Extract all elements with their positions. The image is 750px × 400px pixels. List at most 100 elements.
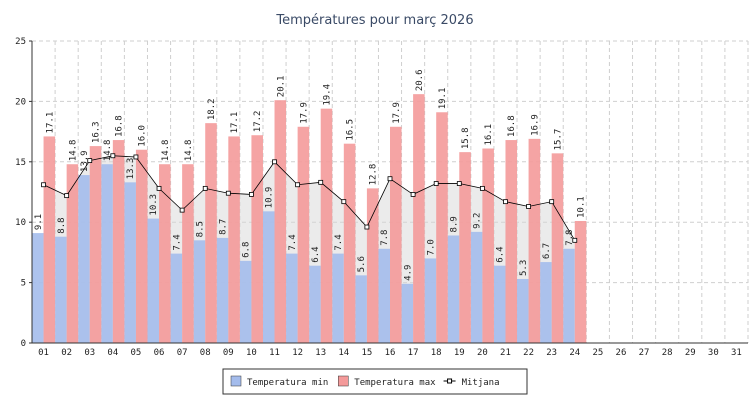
legend-swatch: [230, 375, 242, 387]
average-line: [43, 155, 576, 241]
value-label: 10.1: [577, 196, 587, 218]
bar: [309, 265, 321, 343]
bar: [251, 135, 263, 343]
bar: [459, 152, 471, 343]
x-tick-label: 14: [338, 348, 349, 358]
bar: [447, 235, 460, 343]
bar: [286, 253, 298, 343]
x-tick-label: 27: [639, 348, 650, 358]
bar: [470, 231, 483, 343]
average-marker: [503, 199, 508, 205]
value-label: 16.3: [92, 121, 102, 143]
value-label: 16.8: [115, 115, 125, 137]
bar: [135, 149, 148, 343]
bar: [147, 218, 160, 343]
bar: [390, 126, 402, 343]
x-tick-label: 15: [361, 348, 372, 358]
value-label: 7.4: [334, 234, 344, 250]
bar: [274, 100, 287, 343]
average-marker: [433, 181, 439, 186]
value-label: 16.0: [138, 125, 148, 147]
y-tick-label: 20: [15, 97, 26, 107]
bar: [89, 146, 102, 343]
bar: [228, 136, 240, 343]
value-label: 7.8: [565, 230, 575, 246]
average-marker: [249, 192, 254, 197]
value-label: 17.1: [230, 112, 240, 134]
bar: [366, 188, 379, 343]
x-tick-label: 30: [708, 348, 719, 358]
value-label: 5.6: [357, 256, 367, 272]
x-tick-label: 02: [61, 348, 72, 358]
value-label: 8.8: [57, 217, 67, 233]
value-label: 6.4: [496, 246, 506, 262]
x-tick-label: 03: [84, 348, 95, 358]
x-tick-label: 16: [385, 348, 396, 358]
average-marker: [526, 204, 531, 209]
value-label: 8.7: [219, 219, 229, 235]
bar: [170, 253, 183, 343]
average-marker: [572, 237, 578, 243]
value-label: 16.1: [484, 124, 494, 146]
y-tick-label: 25: [15, 37, 26, 47]
average-marker: [225, 190, 231, 196]
legend-items: Temperatura min Temperatura max Mitjana: [230, 375, 500, 388]
bar: [378, 248, 390, 343]
x-tick-label: 08: [200, 348, 211, 358]
average-marker: [318, 179, 324, 185]
bar: [182, 164, 194, 343]
value-label: 16.9: [530, 114, 540, 136]
value-label: 15.7: [553, 129, 563, 151]
x-tick-label: 09: [223, 348, 234, 358]
x-tick-label: 10: [246, 348, 257, 358]
legend: [222, 368, 528, 395]
value-label: 6.7: [542, 243, 552, 259]
x-tick-label: 25: [592, 348, 603, 358]
x-tick-label: 11: [269, 348, 280, 358]
value-label: 16.8: [507, 115, 517, 137]
value-label: 9.1: [34, 214, 44, 230]
average-marker: [110, 153, 116, 159]
bar: [563, 248, 575, 343]
x-tick-label: 13: [315, 348, 326, 358]
bar: [32, 233, 44, 343]
bar: [239, 260, 252, 343]
legend-label: Mitjana: [462, 378, 500, 388]
value-label: 17.1: [45, 112, 55, 134]
x-tick-label: 19: [454, 348, 465, 358]
x-tick-label: 18: [431, 348, 442, 358]
bar: [193, 240, 206, 343]
value-label: 14.8: [103, 140, 113, 162]
value-label: 6.4: [311, 246, 321, 262]
x-tick-label: 06: [154, 348, 165, 358]
value-label: 5.3: [519, 260, 529, 276]
average-marker: [410, 192, 416, 197]
bar: [355, 275, 367, 343]
x-tick-label: 22: [523, 348, 534, 358]
average-marker: [364, 224, 370, 230]
value-label: 16.5: [346, 119, 356, 141]
bar: [66, 164, 79, 343]
bar: [159, 164, 171, 343]
value-label: 4.9: [403, 265, 413, 281]
y-tick-label: 0: [21, 339, 26, 349]
average-marker: [387, 176, 393, 182]
legend-swatch: [447, 378, 453, 384]
bar: [112, 140, 125, 343]
average-marker: [179, 207, 185, 213]
average-marker: [41, 182, 46, 188]
average-marker: [341, 199, 347, 205]
bar: [482, 148, 494, 343]
average-marker: [156, 185, 162, 191]
value-label: 14.8: [184, 140, 194, 162]
x-tick-label: 07: [177, 348, 188, 358]
bar: [424, 258, 437, 343]
value-label: 10.3: [149, 194, 159, 216]
legend-label: Temperatura min: [247, 378, 328, 388]
x-tick-label: 05: [131, 348, 142, 358]
x-tick-label: 17: [408, 348, 419, 358]
chart-title: Températures pour març 2026: [275, 13, 473, 28]
average-marker: [87, 158, 93, 163]
average-marker: [133, 154, 139, 160]
